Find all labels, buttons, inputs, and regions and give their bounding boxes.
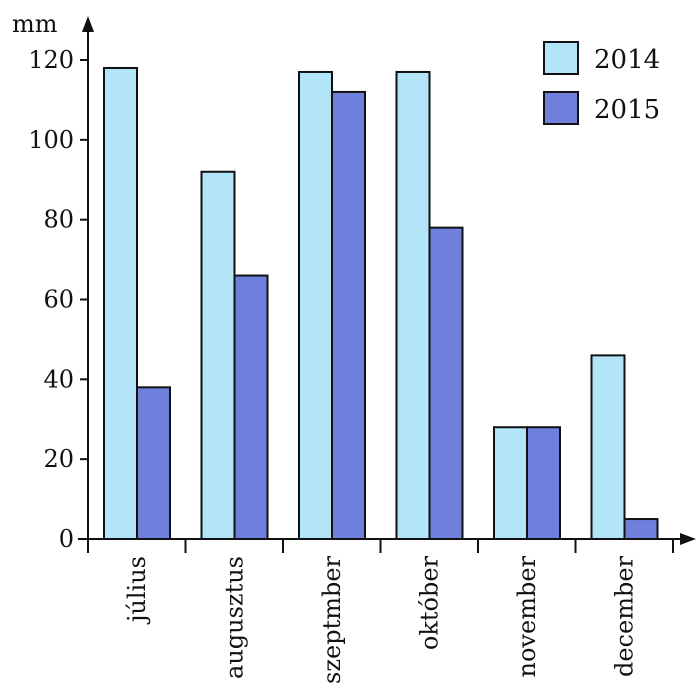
y-axis-label: mm bbox=[12, 10, 58, 38]
bar-2015-július bbox=[136, 386, 171, 541]
y-tick-label: 40 bbox=[43, 365, 74, 393]
x-category-label: július bbox=[123, 556, 151, 625]
bar-2014-augusztus bbox=[200, 170, 236, 540]
legend-swatch-2014 bbox=[543, 41, 579, 75]
x-category-label: október bbox=[416, 555, 444, 650]
y-tick-label: 60 bbox=[43, 286, 74, 314]
bar-2015-október bbox=[428, 226, 464, 540]
x-category-label: december bbox=[611, 555, 639, 677]
legend-label-2014: 2014 bbox=[594, 45, 660, 75]
bar-2015-szeptmber bbox=[331, 90, 366, 541]
x-category-label: november bbox=[513, 555, 541, 677]
x-axis-arrow bbox=[680, 533, 696, 545]
bars bbox=[103, 66, 659, 541]
bar-2014-december bbox=[590, 354, 626, 540]
y-tick-label: 0 bbox=[59, 525, 74, 553]
y-tick-label: 80 bbox=[43, 206, 74, 234]
y-tick-label: 20 bbox=[43, 445, 74, 473]
legend: 2014 2015 bbox=[543, 41, 660, 125]
y-tick-label: 120 bbox=[28, 46, 74, 74]
x-category-label: augusztus bbox=[221, 556, 249, 679]
y-ticks: 0 20 40 60 80 100 120 bbox=[28, 46, 674, 553]
bar-2015-november bbox=[526, 426, 561, 541]
bar-2015-augusztus bbox=[233, 274, 269, 540]
y-axis-arrow bbox=[82, 16, 94, 32]
bar-2014-szeptmber bbox=[298, 70, 333, 540]
legend-label-2015: 2015 bbox=[594, 95, 660, 125]
x-category-label: szeptmber bbox=[318, 555, 346, 683]
bar-2014-október bbox=[395, 70, 431, 540]
bar-2014-november bbox=[493, 426, 528, 541]
bar-2014-július bbox=[103, 66, 138, 540]
legend-swatch-2015 bbox=[543, 91, 579, 125]
axes: mm bbox=[12, 10, 696, 553]
category-labels: július augusztus szeptmber október november d… bbox=[123, 555, 639, 683]
y-tick-label: 100 bbox=[28, 126, 74, 154]
bar-2015-december bbox=[623, 518, 659, 541]
